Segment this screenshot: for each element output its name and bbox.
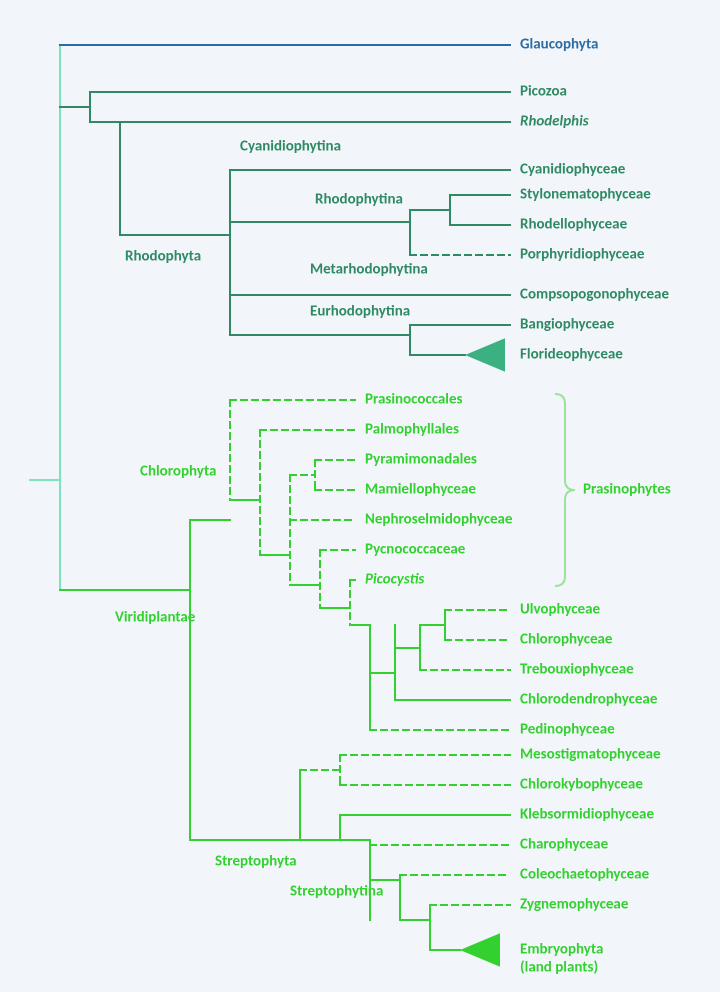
node-streptophytina: Streptophytina xyxy=(290,883,383,901)
leaf-embryophyta-sub: (land plants) xyxy=(520,959,598,977)
node-rhodophyta_lbl: Rhodophyta xyxy=(125,248,201,266)
leaf-porphyridiophyceae: Porphyridiophyceae xyxy=(520,246,645,264)
leaf-chlorophyceae: Chlorophyceae xyxy=(520,631,613,649)
node-prasinophytes: Prasinophytes xyxy=(583,481,671,499)
node-viridiplantae: Viridiplantae xyxy=(115,609,196,627)
leaf-stylonematophyceae: Stylonematophyceae xyxy=(520,186,651,204)
node-eurhodophytina: Eurhodophytina xyxy=(310,303,410,321)
leaf-palmophyllales: Palmophyllales xyxy=(365,421,459,439)
node-cyanidiophytina: Cyanidiophytina xyxy=(240,138,341,156)
node-rhodophytina: Rhodophytina xyxy=(315,191,403,209)
leaf-rhodellophyceae: Rhodellophyceae xyxy=(520,216,628,234)
leaf-charophyceae: Charophyceae xyxy=(520,836,609,854)
leaf-pyramimonadales: Pyramimonadales xyxy=(365,451,477,469)
leaf-glaucophyta: Glaucophyta xyxy=(520,36,598,54)
leaf-bangiophyceae: Bangiophyceae xyxy=(520,316,615,334)
leaf-trebouxiophyceae: Trebouxiophyceae xyxy=(520,661,634,679)
node-streptophyta: Streptophyta xyxy=(215,853,297,871)
leaf-cyanidiophyceae: Cyanidiophyceae xyxy=(520,161,626,179)
leaf-chlorokybophyceae: Chlorokybophyceae xyxy=(520,776,643,794)
leaf-zygnemophyceae: Zygnemophyceae xyxy=(520,896,629,914)
leaf-mesostigmatophyceae: Mesostigmatophyceae xyxy=(520,746,661,764)
leaf-picocystis: Picocystis xyxy=(365,571,424,589)
node-chlorophyta: Chlorophyta xyxy=(140,463,216,481)
leaf-rhodelphis: Rhodelphis xyxy=(520,113,589,131)
leaf-picozoa: Picozoa xyxy=(520,83,567,101)
leaf-coleochaetophyceae: Coleochaetophyceae xyxy=(520,866,650,884)
leaf-nephroselmid: Nephroselmidophyceae xyxy=(365,511,513,529)
leaf-prasinococcales: Prasinococcales xyxy=(365,391,463,409)
leaf-pycnococcaceae: Pycnococcaceae xyxy=(365,541,466,559)
leaf-pedinophyceae: Pedinophyceae xyxy=(520,721,615,739)
florideophyceae-triangle xyxy=(465,338,505,372)
phylogenetic-tree: Glaucophyta Picozoa Rhodelphis Cyanidiophyc… xyxy=(0,0,720,992)
leaf-chlorodendrophyceae: Chlorodendrophyceae xyxy=(520,691,658,709)
leaf-embryophyta: Embryophyta xyxy=(520,941,603,959)
node-metarhodophytina: Metarhodophytina xyxy=(310,261,428,279)
leaf-ulvophyceae: Ulvophyceae xyxy=(520,601,600,619)
leaf-florideophyceae: Florideophyceae xyxy=(520,346,623,364)
leaf-mamiellophyceae: Mamiellophyceae xyxy=(365,481,476,499)
embryophyta-triangle xyxy=(460,933,500,967)
leaf-compsopogonophyceae: Compsopogonophyceae xyxy=(520,286,669,304)
leaf-klebsormidiophyceae: Klebsormidiophyceae xyxy=(520,806,654,824)
prasinophytes-bracket xyxy=(555,394,575,586)
